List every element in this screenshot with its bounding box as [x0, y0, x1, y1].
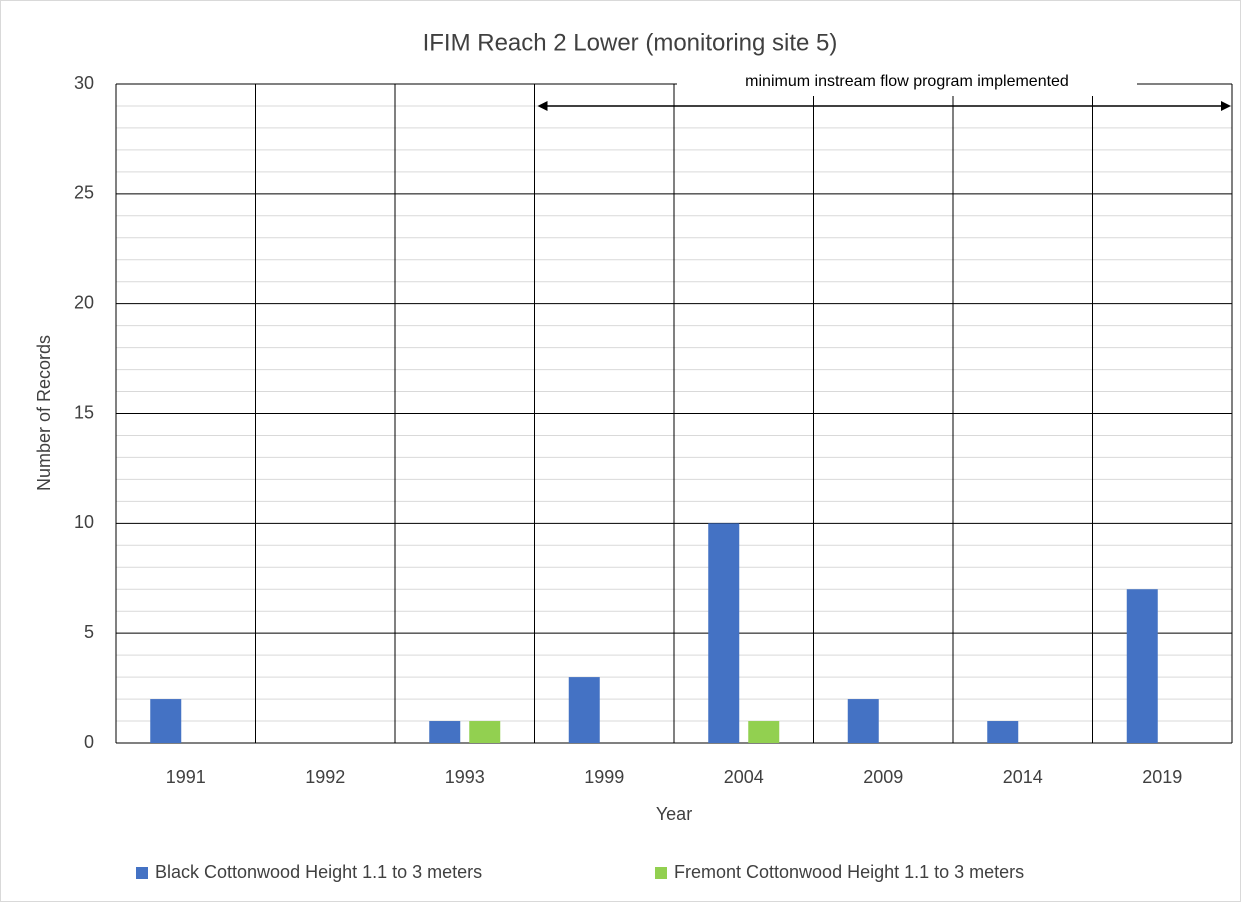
x-axis-label: Year: [656, 804, 692, 824]
x-tick-label: 1993: [445, 767, 485, 787]
x-tick-label: 1991: [166, 767, 206, 787]
y-axis-label: Number of Records: [34, 335, 54, 491]
y-tick-label: 30: [74, 73, 94, 93]
annotation-background: [677, 70, 1137, 96]
bar: [847, 699, 879, 743]
legend-label: Fremont Cottonwood Height 1.1 to 3 meter…: [674, 862, 1024, 882]
x-tick-label: 2004: [724, 767, 764, 787]
x-tick-label: 1999: [584, 767, 624, 787]
bar: [987, 721, 1019, 743]
bar: [429, 721, 461, 743]
bar: [708, 523, 740, 743]
chart-title: IFIM Reach 2 Lower (monitoring site 5): [423, 29, 838, 56]
arrow-head: [1221, 101, 1231, 111]
bar: [748, 721, 780, 743]
x-tick-label: 1992: [305, 767, 345, 787]
arrow-head: [537, 101, 548, 111]
x-tick-label: 2019: [1142, 767, 1182, 787]
annotation: minimum instream flow program implemente…: [745, 73, 1069, 90]
bar: [1126, 589, 1158, 743]
y-tick-label: 20: [74, 292, 94, 312]
bar: [568, 677, 600, 743]
legend-swatch: [136, 867, 148, 879]
x-tick-label: 2014: [1003, 767, 1043, 787]
y-tick-label: 15: [74, 402, 94, 422]
bar: [150, 699, 182, 743]
y-tick-label: 0: [84, 732, 94, 752]
y-tick-label: 10: [74, 512, 94, 532]
bar: [469, 721, 501, 743]
y-tick-label: 5: [84, 622, 94, 642]
legend-swatch: [655, 867, 667, 879]
x-tick-label: 2009: [863, 767, 903, 787]
legend-label: Black Cottonwood Height 1.1 to 3 meters: [155, 862, 482, 882]
y-tick-label: 25: [74, 183, 94, 203]
